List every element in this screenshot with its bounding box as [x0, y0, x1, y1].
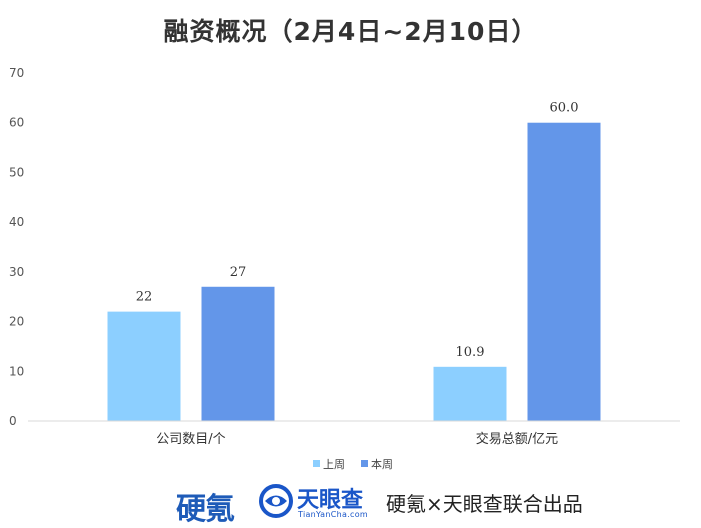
bar	[201, 286, 275, 421]
y-tick-label: 70	[9, 66, 24, 80]
legend-swatch	[313, 460, 320, 467]
tianyancha-eye-icon	[259, 484, 293, 518]
bar	[433, 366, 507, 421]
bars: 22 27 10.9 60.0	[107, 101, 601, 421]
chart-title: 融资概况（2月4日~2月10日）	[163, 17, 538, 46]
y-tick-label: 20	[9, 315, 24, 329]
y-axis: 0 10 20 30 40 50 60 70	[9, 66, 24, 428]
yingqi-logo: 硬氪	[176, 492, 235, 527]
y-tick-label: 0	[9, 414, 17, 428]
legend: 上周 本周	[313, 457, 393, 471]
legend-label: 本周	[371, 457, 393, 471]
y-tick-label: 60	[9, 116, 24, 130]
bar	[527, 122, 601, 421]
y-tick-label: 10	[9, 364, 24, 378]
x-tick-label: 公司数目/个	[156, 432, 225, 447]
x-tick-label: 交易总额/亿元	[476, 431, 558, 447]
x-axis: 公司数目/个 交易总额/亿元	[28, 420, 680, 447]
footer-branding: 硬氪 天眼查 TianYanCha.com 硬氪×天眼查联合出品	[0, 480, 701, 527]
bar-chart: 0 10 20 30 40 50 60 70 22 27 10.9 60.0 公司数目/个 交易总额/…	[9, 66, 680, 471]
credit-text: 硬氪×天眼查联合出品	[386, 492, 583, 516]
bar	[107, 311, 181, 421]
y-tick-label: 40	[9, 215, 24, 229]
tianyancha-domain: TianYanCha.com	[298, 510, 368, 519]
data-label: 27	[230, 265, 247, 280]
data-label: 60.0	[550, 101, 579, 116]
y-tick-label: 30	[9, 265, 24, 279]
tianyancha-logo-text: 天眼查	[297, 488, 364, 513]
data-label: 10.9	[456, 345, 485, 360]
data-label: 22	[136, 290, 153, 305]
legend-swatch	[361, 460, 368, 467]
y-tick-label: 50	[9, 165, 24, 179]
legend-label: 上周	[323, 458, 345, 471]
